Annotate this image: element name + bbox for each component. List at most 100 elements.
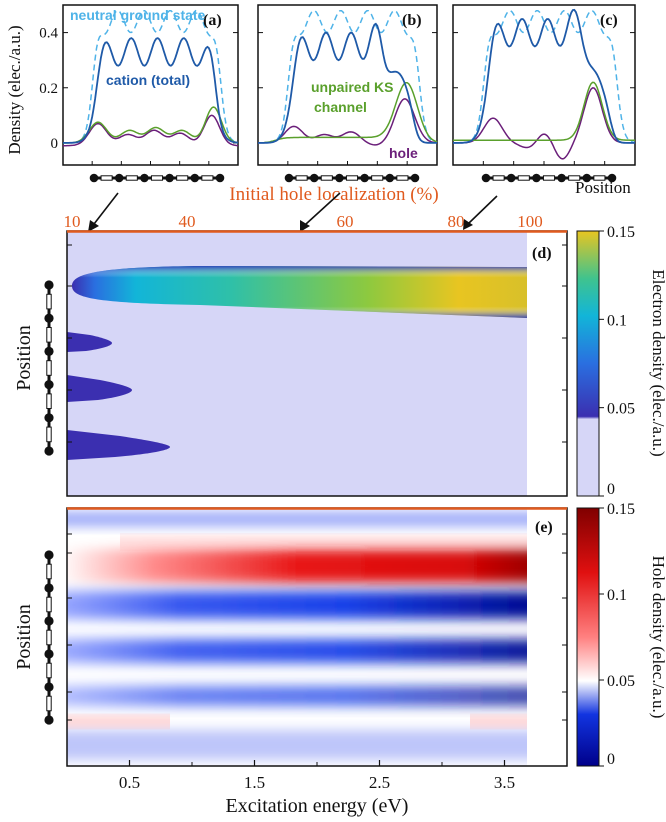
series-neutral <box>258 9 438 144</box>
molecule-bond <box>46 360 52 376</box>
molecule-atom <box>140 173 149 183</box>
molecule-atom <box>44 413 54 423</box>
molecule-atom <box>44 313 54 323</box>
colorbar-tick-label: 0 <box>607 751 615 768</box>
top-ylabel: Density (elec./a.u.) <box>5 25 24 154</box>
molecule-bond <box>396 175 409 181</box>
xtick-label: 1.5 <box>244 773 265 792</box>
colorbar-hole <box>576 507 600 767</box>
molecule-bond <box>46 326 52 343</box>
molecule-bond <box>542 175 556 181</box>
colorbar-ticks: 0 0.05 0.1 0.15 0 0.05 0.1 0.15 <box>599 224 635 768</box>
line-panel-3: (c) <box>452 4 636 166</box>
top-axis-label: Initial hole localization (%) <box>229 184 438 205</box>
top-tick-label: 80 <box>448 212 465 231</box>
molecule-bond <box>201 175 214 181</box>
label-cation: cation (total) <box>106 72 190 88</box>
top-tick-label: 100 <box>517 212 543 231</box>
molecule-atom <box>506 173 516 183</box>
colorbar-tick-label: 0 <box>607 481 615 498</box>
electron-density-map: (d) <box>66 230 568 497</box>
molecule-bond <box>46 293 52 310</box>
label-position-top: Position <box>575 178 631 197</box>
molecule-atom <box>190 173 200 183</box>
molecule-atom <box>481 173 491 183</box>
label-neutral: neutral ground state <box>70 7 206 23</box>
molecule-atom <box>557 173 566 183</box>
molecule-bond <box>100 175 113 181</box>
molecule-bond <box>46 662 52 679</box>
molecule-atom <box>284 173 294 183</box>
panel-label: (a) <box>203 12 222 29</box>
molecule-bond <box>46 629 52 646</box>
top-tick-label: 60 <box>337 212 354 231</box>
molecule-icon <box>44 280 54 456</box>
molecule-icon <box>284 173 420 183</box>
molecule-atom <box>44 583 54 593</box>
colorbar-tick-label: 0.15 <box>607 224 635 241</box>
molecule-atom <box>44 715 54 725</box>
molecule-atom <box>44 550 54 560</box>
molecule-bond <box>593 175 606 181</box>
electron-lobe-3 <box>67 430 170 460</box>
colorbar-hole-label: Hole density (elec./a.u.) <box>649 556 666 719</box>
molecule-bond <box>176 175 189 181</box>
molecule-atom <box>89 173 99 183</box>
hole-blue-band-2 <box>67 639 527 663</box>
panel-label: (b) <box>402 12 422 29</box>
molecule-bond <box>345 175 359 181</box>
hole-density-map: (e) <box>66 507 568 767</box>
series-unpaired <box>258 81 438 144</box>
ytick-label: 0 <box>51 136 59 152</box>
series-hole <box>453 87 635 160</box>
ylabel-e: Position <box>13 604 35 670</box>
molecule-atom <box>607 173 617 183</box>
molecule-atom <box>360 173 369 183</box>
molecule-bond <box>492 175 505 181</box>
panel-d-label: (d) <box>532 245 552 262</box>
ytick-label: 0.2 <box>39 81 58 97</box>
series-cation <box>63 37 239 144</box>
molecule-bond <box>46 695 52 712</box>
molecule-atom <box>44 682 54 692</box>
panel-e-label: (e) <box>535 519 553 536</box>
colorbar-electron-label: Electron density (elec./a.u.) <box>649 269 666 456</box>
molecule-atom <box>582 173 592 183</box>
molecule-atom <box>215 173 225 183</box>
molecule-bond <box>46 596 52 613</box>
molecule-bond <box>568 175 581 181</box>
molecule-bond <box>371 175 384 181</box>
xtick-label: 2.5 <box>369 773 390 792</box>
panel-frame <box>452 4 636 166</box>
molecule-bond <box>517 175 530 181</box>
molecule-atom <box>309 173 319 183</box>
molecule-bond <box>46 563 52 580</box>
molecule-icon <box>44 550 54 725</box>
localization-arrows <box>93 192 498 225</box>
xtick-label: 3.5 <box>494 773 515 792</box>
molecule-atom <box>410 173 420 183</box>
series-neutral <box>63 9 239 144</box>
molecule-bond <box>46 393 52 410</box>
molecule-bond <box>295 175 308 181</box>
series-unpaired <box>453 81 635 141</box>
series-cation <box>453 8 635 144</box>
series-hole <box>258 98 438 146</box>
colorbar-tick-label: 0.1 <box>607 587 627 604</box>
molecule-icons-side <box>44 280 54 725</box>
molecule-atom <box>114 173 124 183</box>
series-cation <box>258 22 437 144</box>
line-panel-2: (b) <box>257 4 438 166</box>
xlabel-e: Excitation energy (eV) <box>226 795 409 817</box>
series-unpaired <box>63 106 239 144</box>
molecule-atom <box>44 380 54 390</box>
series-neutral <box>453 9 636 144</box>
molecule-atom <box>532 173 541 183</box>
molecule-bond <box>125 175 138 181</box>
colorbar-tick-label: 0.05 <box>607 673 635 690</box>
molecule-atom <box>44 446 54 456</box>
molecule-atom <box>335 173 344 183</box>
label-unpaired-1: unpaired KS <box>311 79 393 95</box>
hole-blue-band-1 <box>67 591 527 619</box>
molecule-icon <box>481 173 617 183</box>
